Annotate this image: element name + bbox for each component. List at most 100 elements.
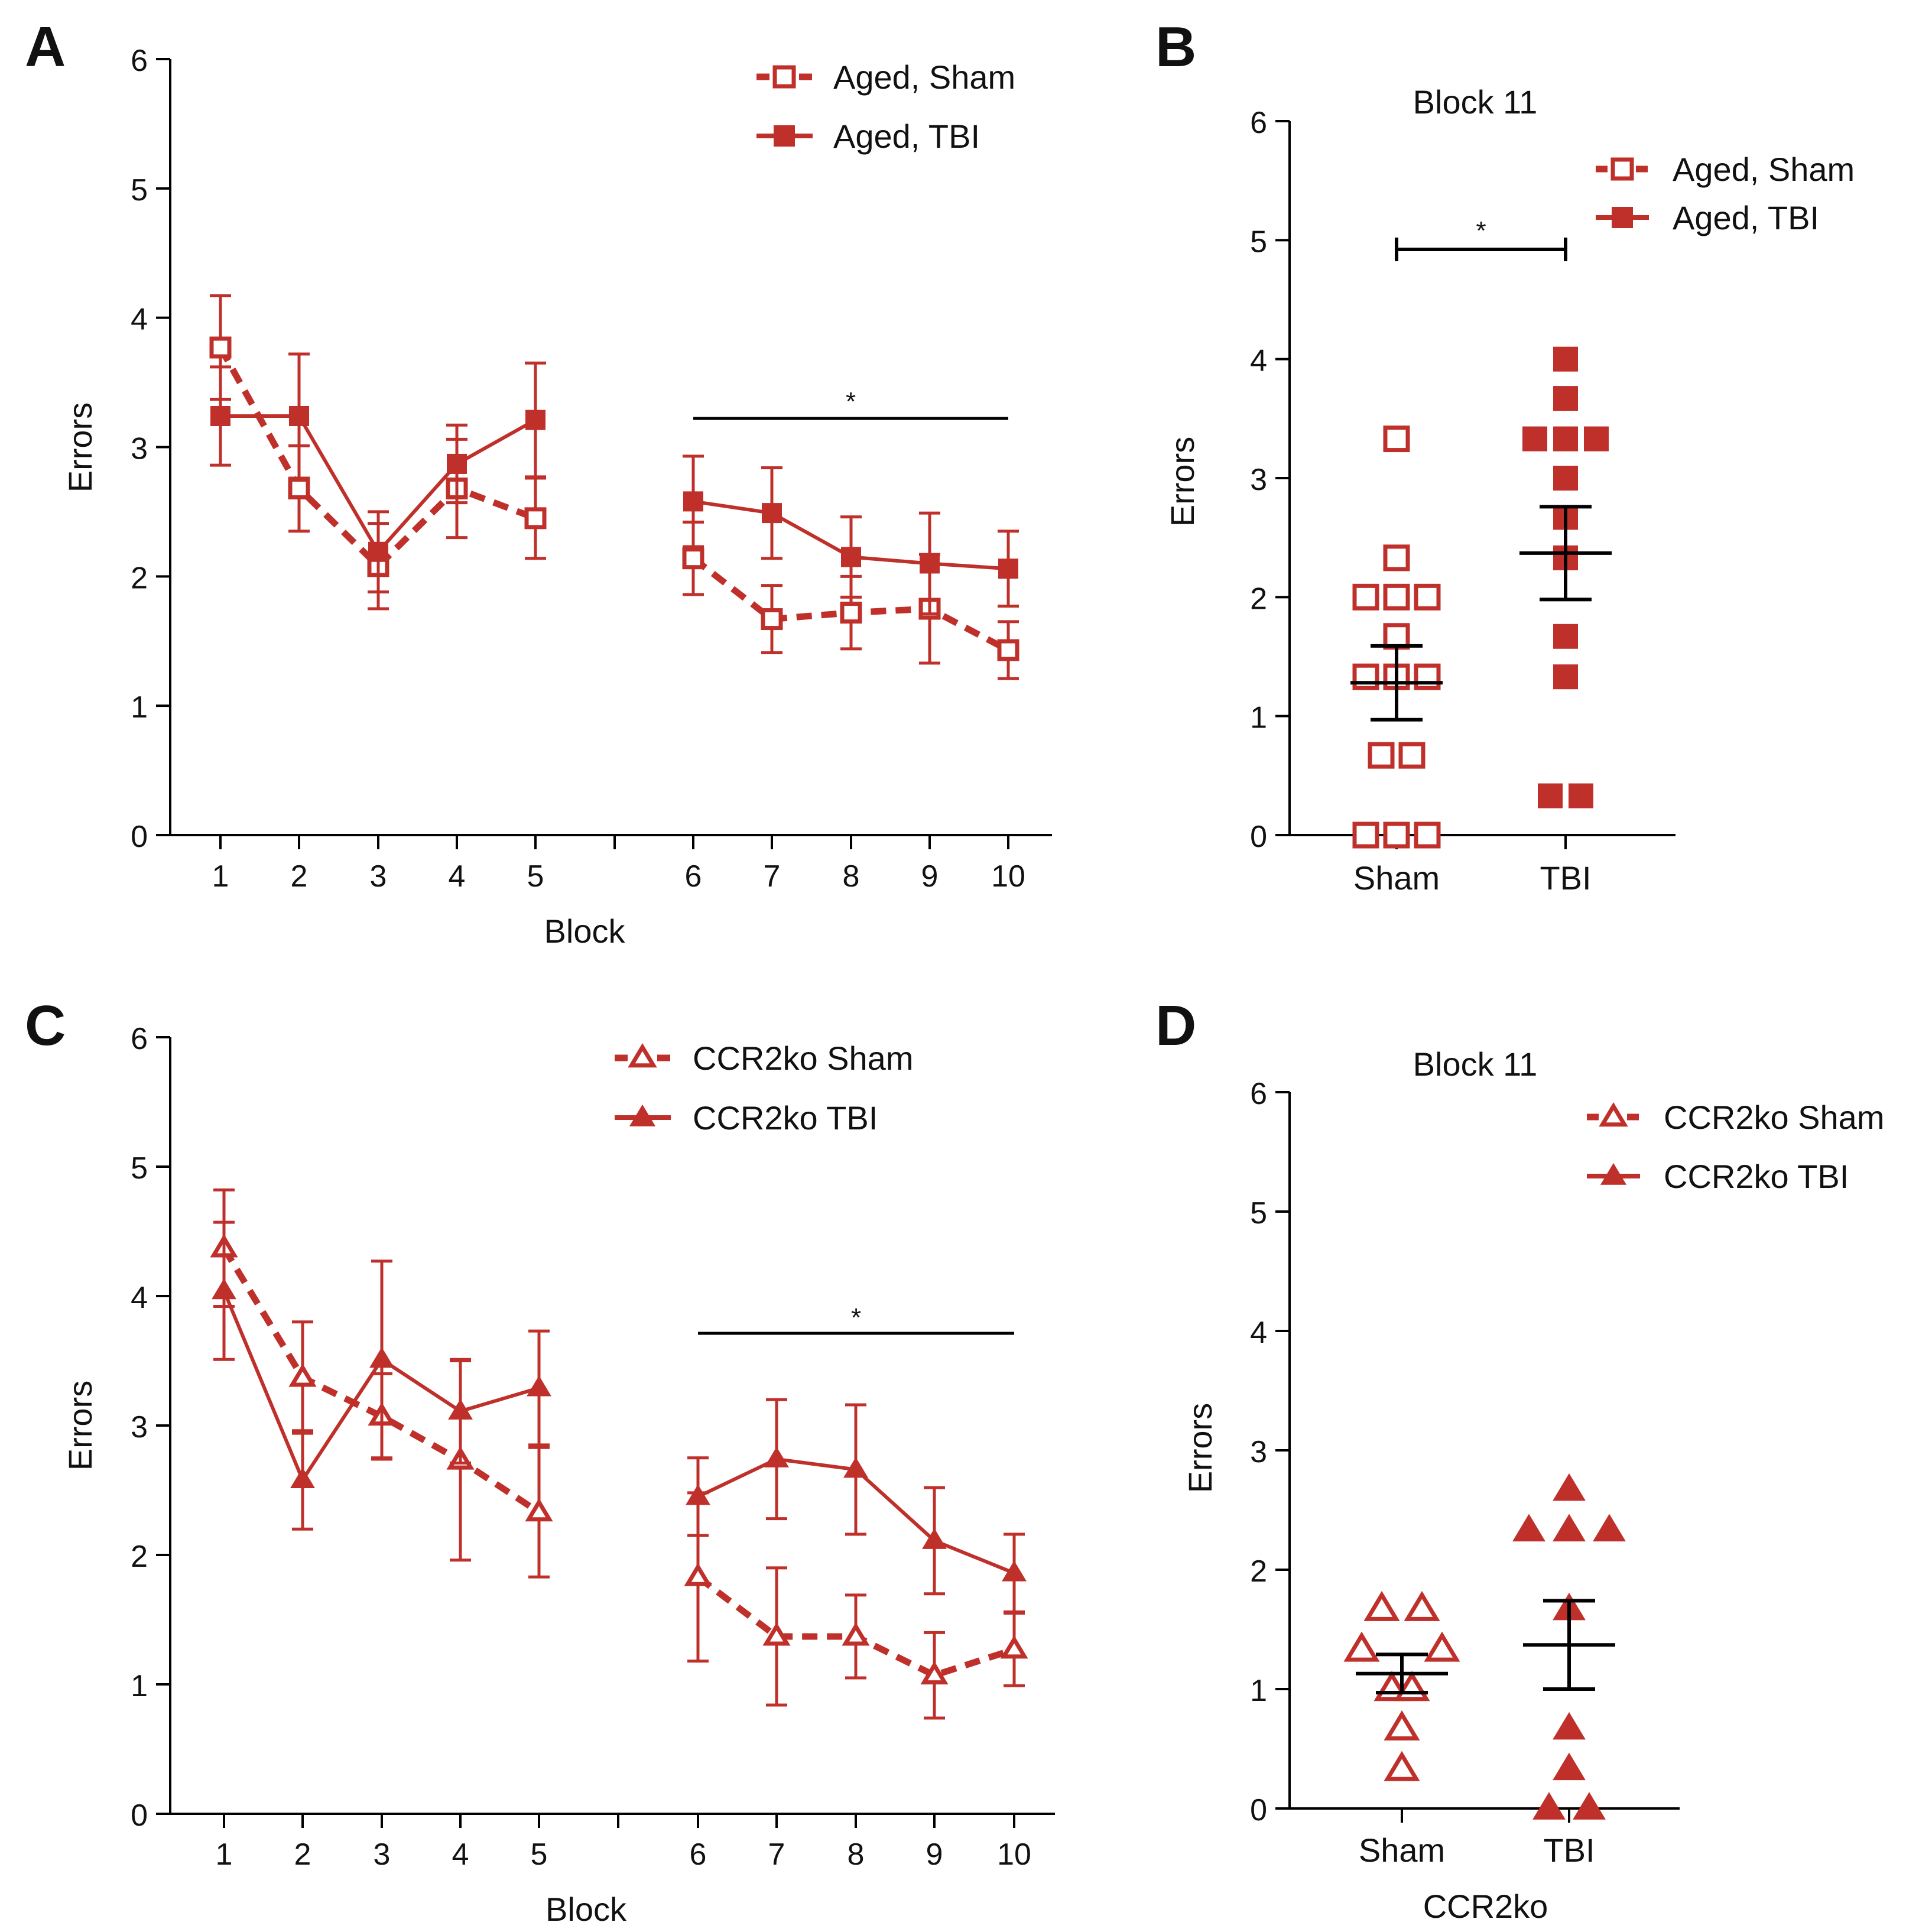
data-point xyxy=(448,1398,473,1420)
data-point xyxy=(369,1347,394,1368)
x-tick-label: 10 xyxy=(991,859,1025,894)
panel-letter: D xyxy=(1155,994,1196,1057)
y-tick-label: 2 xyxy=(1250,582,1267,616)
data-point xyxy=(212,1278,236,1300)
legend-label: CCR2ko TBI xyxy=(1664,1158,1849,1195)
data-point xyxy=(764,1446,789,1467)
data-point xyxy=(1384,1751,1420,1781)
data-point xyxy=(762,1622,791,1646)
data-point xyxy=(1384,1710,1420,1741)
data-point xyxy=(1352,663,1379,690)
x-axis-title: Block xyxy=(545,1891,627,1928)
data-point xyxy=(288,478,310,500)
legend-marker xyxy=(1599,1102,1628,1127)
data-point xyxy=(447,453,467,474)
data-point xyxy=(843,1457,868,1478)
x-tick-label: 10 xyxy=(997,1837,1031,1872)
data-point xyxy=(1414,663,1441,690)
x-tick-label: 2 xyxy=(294,1837,311,1872)
x-tick-label: 5 xyxy=(531,1837,548,1872)
y-tick-label: 1 xyxy=(1250,701,1267,735)
data-point xyxy=(289,405,309,426)
y-tick-label: 5 xyxy=(1250,225,1267,259)
panel-b: B Block 11 0 1 2 3 4 5 6 Sham TBI Errors * Aged, Sham… xyxy=(1155,15,1855,897)
data-point xyxy=(1522,426,1547,452)
x-axis-title: CCR2ko xyxy=(1423,1888,1548,1925)
data-point xyxy=(1573,1792,1606,1820)
panel-letter: C xyxy=(25,994,66,1057)
data-point xyxy=(1343,1631,1380,1662)
y-axis-title: Errors xyxy=(61,1381,99,1470)
data-point xyxy=(1383,426,1410,453)
legend-label: Aged, TBI xyxy=(1673,199,1819,236)
y-tick-label: 1 xyxy=(1250,1674,1267,1708)
data-point xyxy=(1404,1590,1440,1621)
data-point xyxy=(1383,821,1410,849)
data-point xyxy=(1569,783,1593,808)
y-tick-label: 4 xyxy=(1250,344,1267,378)
y-tick-label: 4 xyxy=(1250,1316,1267,1350)
legend-item: CCR2ko TBI xyxy=(1587,1158,1849,1195)
data-point xyxy=(368,541,388,562)
x-tick-label: TBI xyxy=(1540,859,1591,897)
y-tick-label: 5 xyxy=(131,173,148,207)
legend-item: Aged, Sham xyxy=(756,59,1015,96)
y-tick-label: 0 xyxy=(1250,820,1267,854)
data-point xyxy=(998,559,1018,579)
series-sham xyxy=(210,1188,1028,1720)
data-point xyxy=(997,639,1019,661)
legend-marker xyxy=(1610,157,1634,181)
legend-item: CCR2ko TBI xyxy=(615,1099,878,1137)
data-point xyxy=(1352,821,1379,849)
data-point xyxy=(842,1622,870,1646)
data-point xyxy=(840,602,862,624)
series-line xyxy=(217,346,537,571)
data-point xyxy=(527,1375,551,1397)
data-point xyxy=(1414,583,1441,611)
group-tbi xyxy=(1519,346,1612,808)
y-tick-label: 1 xyxy=(131,690,148,725)
data-point xyxy=(1414,821,1441,849)
data-point xyxy=(1368,742,1395,769)
legend-marker xyxy=(1600,1163,1627,1185)
data-point xyxy=(525,410,545,430)
data-point xyxy=(1002,1560,1027,1582)
x-tick-label: 6 xyxy=(685,859,702,894)
legend-label: Aged, TBI xyxy=(833,118,980,155)
y-tick-label: 4 xyxy=(131,303,148,337)
series-tbi xyxy=(210,352,1019,616)
significance-star: * xyxy=(1476,216,1486,245)
x-tick-label: 7 xyxy=(764,859,781,894)
data-point xyxy=(1532,1792,1566,1820)
legend-item: Aged, Sham xyxy=(1596,151,1855,188)
significance-star: * xyxy=(851,1303,861,1332)
y-tick-label: 4 xyxy=(131,1281,148,1315)
y-tick-label: 3 xyxy=(131,1410,148,1444)
panel-c: C 0 1 2 3 4 5 6 1 2 3 4 5 6 7 8 9 10 Block Errors * CCR2ko Sh… xyxy=(25,994,1055,1928)
y-tick-label: 0 xyxy=(131,820,148,854)
legend-item: CCR2ko Sham xyxy=(615,1040,913,1077)
series-sham xyxy=(209,294,1019,680)
x-tick-label: 6 xyxy=(690,1837,707,1872)
panel-a: A 0 1 2 3 4 5 6 1 2 3 4 5 6 7 8 9 10 Block Errors * Aged, Sha… xyxy=(25,15,1052,950)
legend-item: CCR2ko Sham xyxy=(1587,1099,1884,1136)
x-tick-label: 3 xyxy=(374,1837,391,1872)
data-point xyxy=(920,1661,949,1685)
data-point xyxy=(524,507,547,530)
data-point xyxy=(761,608,783,631)
panel-d: D Block 11 0 1 2 3 4 5 6 Sham TBI CCR2ko Errors CCR2k… xyxy=(1155,994,1884,1925)
data-point xyxy=(684,1563,712,1586)
panel-letter: B xyxy=(1155,15,1196,79)
x-tick-label: 1 xyxy=(216,1837,233,1872)
data-point xyxy=(1584,426,1609,452)
data-point xyxy=(1352,583,1379,611)
legend-item: Aged, TBI xyxy=(1596,199,1819,236)
y-tick-label: 6 xyxy=(1250,106,1267,140)
y-tick-label: 3 xyxy=(1250,1435,1267,1469)
data-point xyxy=(1553,386,1578,411)
series-line xyxy=(221,1246,541,1515)
y-tick-label: 5 xyxy=(131,1151,148,1186)
legend-label: Aged, Sham xyxy=(833,59,1015,96)
data-point xyxy=(1593,1514,1626,1542)
